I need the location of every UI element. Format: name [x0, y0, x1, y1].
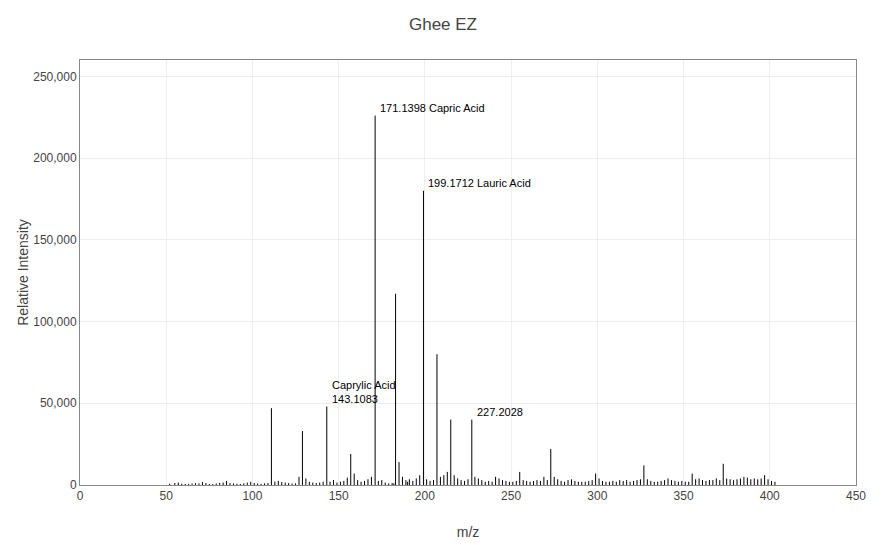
svg-text:450: 450	[846, 489, 866, 503]
svg-text:0: 0	[77, 489, 84, 503]
svg-text:227.2028: 227.2028	[477, 406, 523, 418]
svg-text:100,000: 100,000	[33, 315, 77, 329]
svg-text:m/z: m/z	[457, 524, 480, 540]
svg-text:300: 300	[587, 489, 607, 503]
svg-text:250: 250	[501, 489, 521, 503]
svg-text:50,000: 50,000	[40, 396, 77, 410]
svg-text:199.1712 Lauric Acid: 199.1712 Lauric Acid	[428, 177, 531, 189]
svg-text:0: 0	[70, 478, 77, 492]
svg-text:171.1398 Capric Acid: 171.1398 Capric Acid	[380, 102, 485, 114]
svg-text:350: 350	[674, 489, 694, 503]
svg-text:Relative Intensity: Relative Intensity	[15, 219, 31, 326]
svg-text:200,000: 200,000	[33, 151, 77, 165]
svg-text:150: 150	[329, 489, 349, 503]
svg-text:150,000: 150,000	[33, 233, 77, 247]
svg-text:Ghee EZ: Ghee EZ	[409, 15, 477, 34]
svg-text:250,000: 250,000	[33, 70, 77, 84]
svg-text:100: 100	[242, 489, 262, 503]
svg-text:400: 400	[760, 489, 780, 503]
svg-text:50: 50	[160, 489, 174, 503]
svg-text:Caprylic Acid143.1083: Caprylic Acid143.1083	[332, 379, 396, 405]
svg-text:200: 200	[415, 489, 435, 503]
